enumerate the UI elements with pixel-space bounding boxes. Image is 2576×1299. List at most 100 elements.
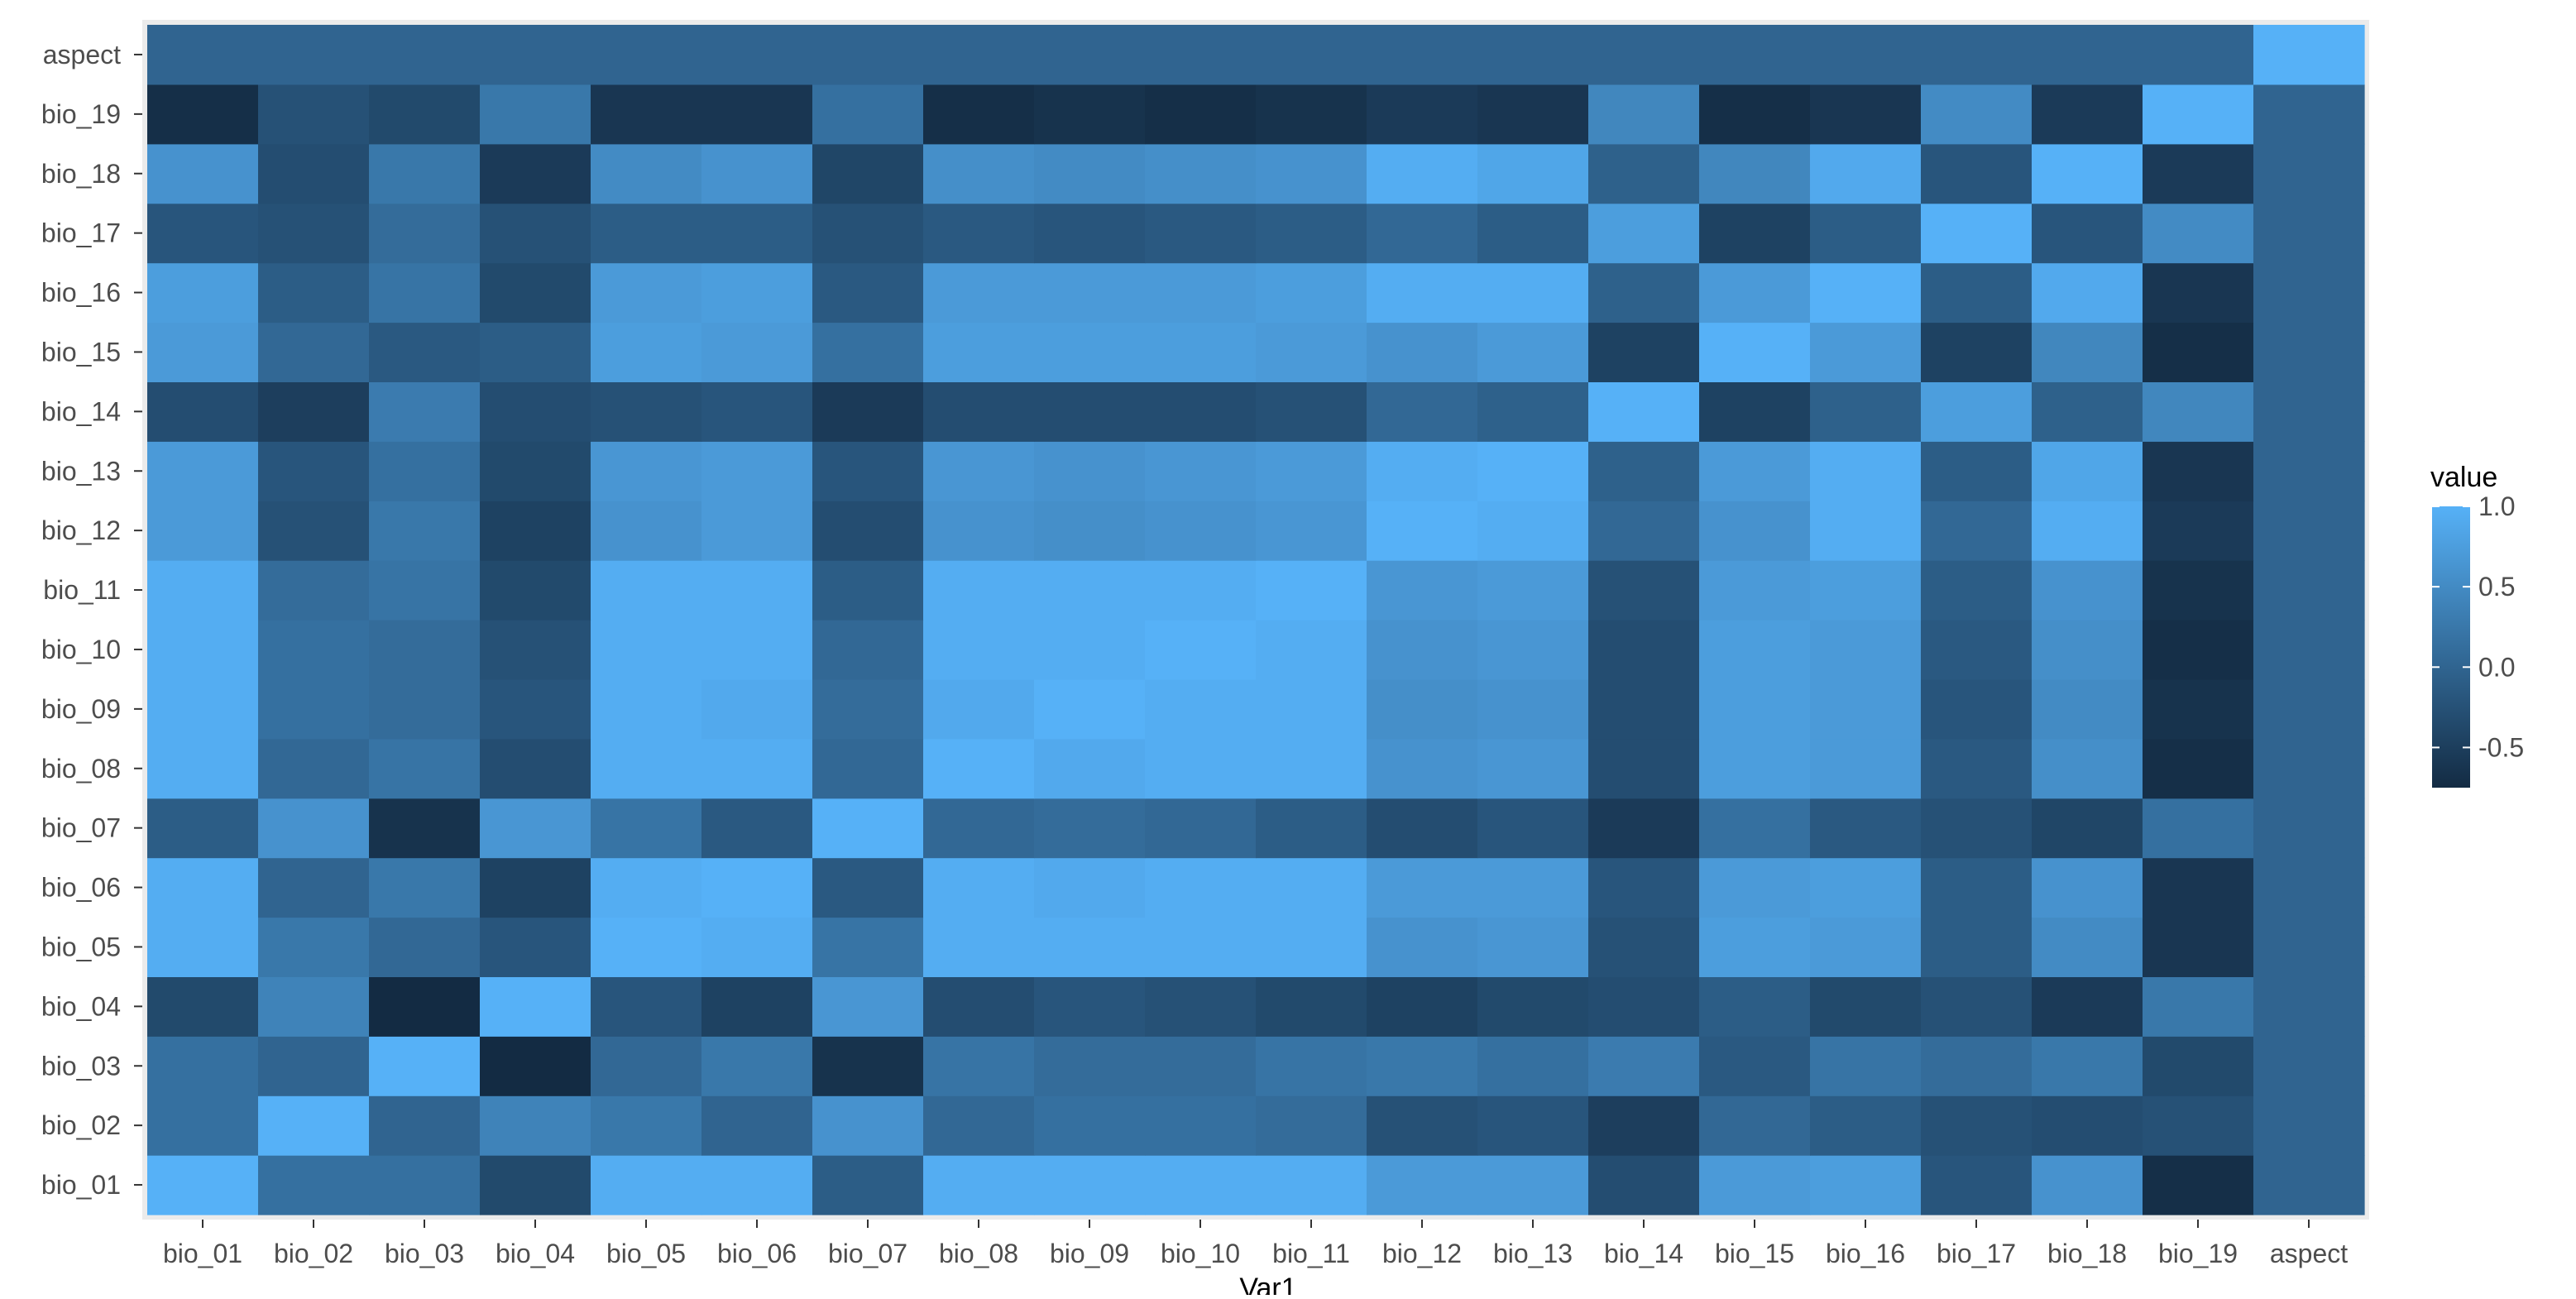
- legend-tick-label: -0.5: [2478, 732, 2524, 762]
- heatmap-cell-bio_03-bio_04: [369, 976, 481, 1037]
- heatmap-cell-aspect-bio_14: [2253, 381, 2365, 442]
- heatmap-cell-bio_08-bio_18: [923, 143, 1035, 204]
- heatmap-cell-bio_18-aspect: [2032, 25, 2143, 85]
- heatmap-cell-bio_14-bio_11: [1588, 560, 1700, 621]
- heatmap-cell-aspect-bio_09: [2253, 678, 2365, 740]
- y-tick-label: bio_16: [41, 278, 121, 308]
- heatmap-cell-bio_02-bio_17: [258, 203, 370, 264]
- heatmap-cell-bio_08-bio_14: [923, 381, 1035, 442]
- heatmap-cell-bio_17-bio_13: [1921, 441, 2033, 501]
- heatmap-cell-bio_02-bio_07: [258, 798, 370, 859]
- heatmap-cell-bio_01-bio_14: [147, 381, 259, 442]
- heatmap-cell-bio_06-bio_12: [701, 501, 813, 561]
- heatmap-cell-bio_02-bio_08: [258, 738, 370, 799]
- heatmap-cell-bio_14-bio_10: [1588, 620, 1700, 680]
- heatmap-cell-bio_12-bio_18: [1367, 143, 1478, 204]
- x-tick-label: bio_08: [939, 1239, 1018, 1268]
- heatmap-cell-bio_06-bio_15: [701, 322, 813, 382]
- heatmap-cell-bio_02-bio_12: [258, 501, 370, 561]
- heatmap-cell-bio_17-bio_16: [1921, 262, 2033, 324]
- heatmap-cell-bio_12-bio_06: [1367, 857, 1478, 918]
- y-tick-label: bio_10: [41, 635, 121, 664]
- heatmap-cell-bio_18-bio_05: [2032, 917, 2143, 977]
- y-tick-label: bio_05: [41, 932, 121, 961]
- heatmap-cell-bio_18-bio_04: [2032, 976, 2143, 1037]
- heatmap-cell-bio_04-bio_14: [480, 381, 591, 442]
- heatmap-cell-bio_02-bio_04: [258, 976, 370, 1037]
- y-tick-label: bio_02: [41, 1110, 121, 1140]
- heatmap-cell-bio_13-bio_05: [1477, 917, 1589, 977]
- heatmap-cell-bio_17-bio_01: [1921, 1155, 2033, 1215]
- heatmap-cell-bio_05-bio_15: [591, 322, 702, 382]
- heatmap-cell-bio_04-bio_02: [480, 1095, 591, 1156]
- y-tick-label: bio_04: [41, 991, 121, 1021]
- heatmap-cell-bio_15-bio_07: [1699, 798, 1811, 859]
- heatmap-cell-bio_01-bio_04: [147, 976, 259, 1037]
- heatmap-cell-bio_16-bio_04: [1810, 976, 1922, 1037]
- heatmap-cell-bio_10-bio_03: [1145, 1036, 1257, 1096]
- heatmap-cell-bio_04-bio_08: [480, 738, 591, 799]
- heatmap-cell-bio_17-bio_11: [1921, 560, 2033, 621]
- heatmap-cell-bio_09-bio_12: [1034, 501, 1146, 561]
- heatmap-cell-bio_13-bio_03: [1477, 1036, 1589, 1096]
- heatmap-cell-bio_07-aspect: [812, 25, 924, 85]
- heatmap-cell-bio_05-bio_14: [591, 381, 702, 442]
- heatmap-cell-bio_12-bio_12: [1367, 501, 1478, 561]
- heatmap-cell-bio_02-bio_02: [258, 1095, 370, 1156]
- heatmap-cell-bio_12-bio_02: [1367, 1095, 1478, 1156]
- heatmap-cell-bio_18-bio_03: [2032, 1036, 2143, 1096]
- heatmap-cell-bio_01-bio_05: [147, 917, 259, 977]
- heatmap-cell-bio_08-bio_11: [923, 560, 1035, 621]
- heatmap-cell-bio_01-bio_02: [147, 1095, 259, 1156]
- heatmap-cell-bio_19-bio_05: [2143, 917, 2254, 977]
- heatmap-cell-bio_12-bio_15: [1367, 322, 1478, 382]
- heatmap-cell-bio_12-bio_19: [1367, 84, 1478, 145]
- heatmap-cell-bio_17-bio_05: [1921, 917, 2033, 977]
- heatmap-cell-bio_10-bio_09: [1145, 678, 1257, 740]
- heatmap-cell-bio_02-bio_19: [258, 84, 370, 145]
- heatmap-cell-bio_01-bio_12: [147, 501, 259, 561]
- heatmap-cell-bio_19-bio_14: [2143, 381, 2254, 442]
- heatmap-cell-bio_03-bio_05: [369, 917, 481, 977]
- heatmap-cell-bio_05-bio_11: [591, 560, 702, 621]
- heatmap-cell-bio_07-bio_10: [812, 620, 924, 680]
- heatmap-cell-aspect-bio_17: [2253, 203, 2365, 264]
- x-tick-label: bio_12: [1382, 1239, 1462, 1268]
- heatmap-cell-bio_16-bio_07: [1810, 798, 1922, 859]
- heatmap-cell-bio_02-bio_16: [258, 262, 370, 324]
- heatmap-cell-bio_19-bio_01: [2143, 1155, 2254, 1215]
- y-tick-label: bio_12: [41, 515, 121, 545]
- heatmap-cell-bio_06-bio_18: [701, 143, 813, 204]
- heatmap-cell-bio_17-bio_07: [1921, 798, 2033, 859]
- heatmap-cell-bio_16-bio_06: [1810, 857, 1922, 918]
- heatmap-cell-bio_06-bio_09: [701, 678, 813, 740]
- heatmap-cell-bio_15-bio_09: [1699, 678, 1811, 740]
- heatmap-cell-bio_02-bio_06: [258, 857, 370, 918]
- x-tick-label: bio_16: [1826, 1239, 1905, 1268]
- heatmap-cell-bio_07-bio_05: [812, 917, 924, 977]
- heatmap-cell-bio_10-bio_12: [1145, 501, 1257, 561]
- heatmap-cell-bio_11-bio_11: [1256, 560, 1367, 621]
- heatmap-cell-bio_08-bio_05: [923, 917, 1035, 977]
- heatmap-cell-aspect-bio_18: [2253, 143, 2365, 204]
- heatmap-cell-bio_10-bio_16: [1145, 262, 1257, 324]
- heatmap-cell-bio_17-bio_15: [1921, 322, 2033, 382]
- legend-tick-label: 0.5: [2478, 572, 2515, 602]
- heatmap-cell-bio_05-bio_07: [591, 798, 702, 859]
- y-tick-label: bio_01: [41, 1170, 121, 1200]
- heatmap-cell-bio_18-bio_01: [2032, 1155, 2143, 1215]
- heatmap-cell-aspect-bio_16: [2253, 262, 2365, 324]
- heatmap-cell-bio_09-bio_10: [1034, 620, 1146, 680]
- heatmap-cell-bio_06-bio_01: [701, 1155, 813, 1215]
- heatmap-cell-bio_07-bio_11: [812, 560, 924, 621]
- heatmap-cell-bio_09-bio_07: [1034, 798, 1146, 859]
- heatmap-cell-bio_06-bio_16: [701, 262, 813, 324]
- heatmap-cell-bio_11-bio_13: [1256, 441, 1367, 501]
- heatmap-cell-bio_06-bio_02: [701, 1095, 813, 1156]
- x-axis-title: Var1: [1239, 1273, 1296, 1295]
- heatmap-cell-bio_19-bio_07: [2143, 798, 2254, 859]
- heatmap-cell-bio_12-bio_14: [1367, 381, 1478, 442]
- heatmap-cell-bio_17-bio_04: [1921, 976, 2033, 1037]
- heatmap-cell-bio_06-bio_17: [701, 203, 813, 264]
